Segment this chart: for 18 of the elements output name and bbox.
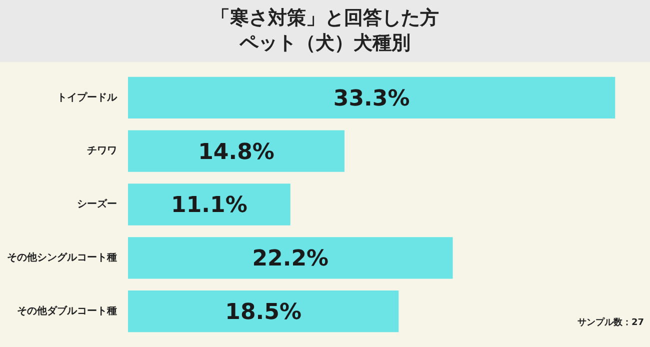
y-tick-label: トイプードル — [57, 91, 118, 104]
data-label: 14.8% — [198, 140, 274, 165]
data-label: 18.5% — [225, 300, 302, 326]
y-tick-label: その他ダブルコート種 — [17, 304, 117, 317]
bar — [128, 237, 453, 279]
bar — [128, 290, 399, 332]
annotation: サンプル数：27 — [577, 316, 644, 329]
data-label: 11.1% — [171, 193, 248, 218]
y-tick-label: シーズー — [77, 198, 117, 210]
chart-subtitle: ペット（犬）犬種別 — [240, 31, 410, 56]
data-label: 22.2% — [252, 246, 329, 272]
bar — [128, 130, 345, 172]
bar — [128, 184, 290, 226]
chart-title: 「寒さ対策」と回答した方 — [211, 6, 439, 31]
y-tick-label: その他シングルコート種 — [7, 251, 117, 264]
bar — [128, 76, 616, 119]
data-label: 33.3% — [333, 86, 410, 112]
y-tick-label: チワワ — [87, 146, 117, 157]
